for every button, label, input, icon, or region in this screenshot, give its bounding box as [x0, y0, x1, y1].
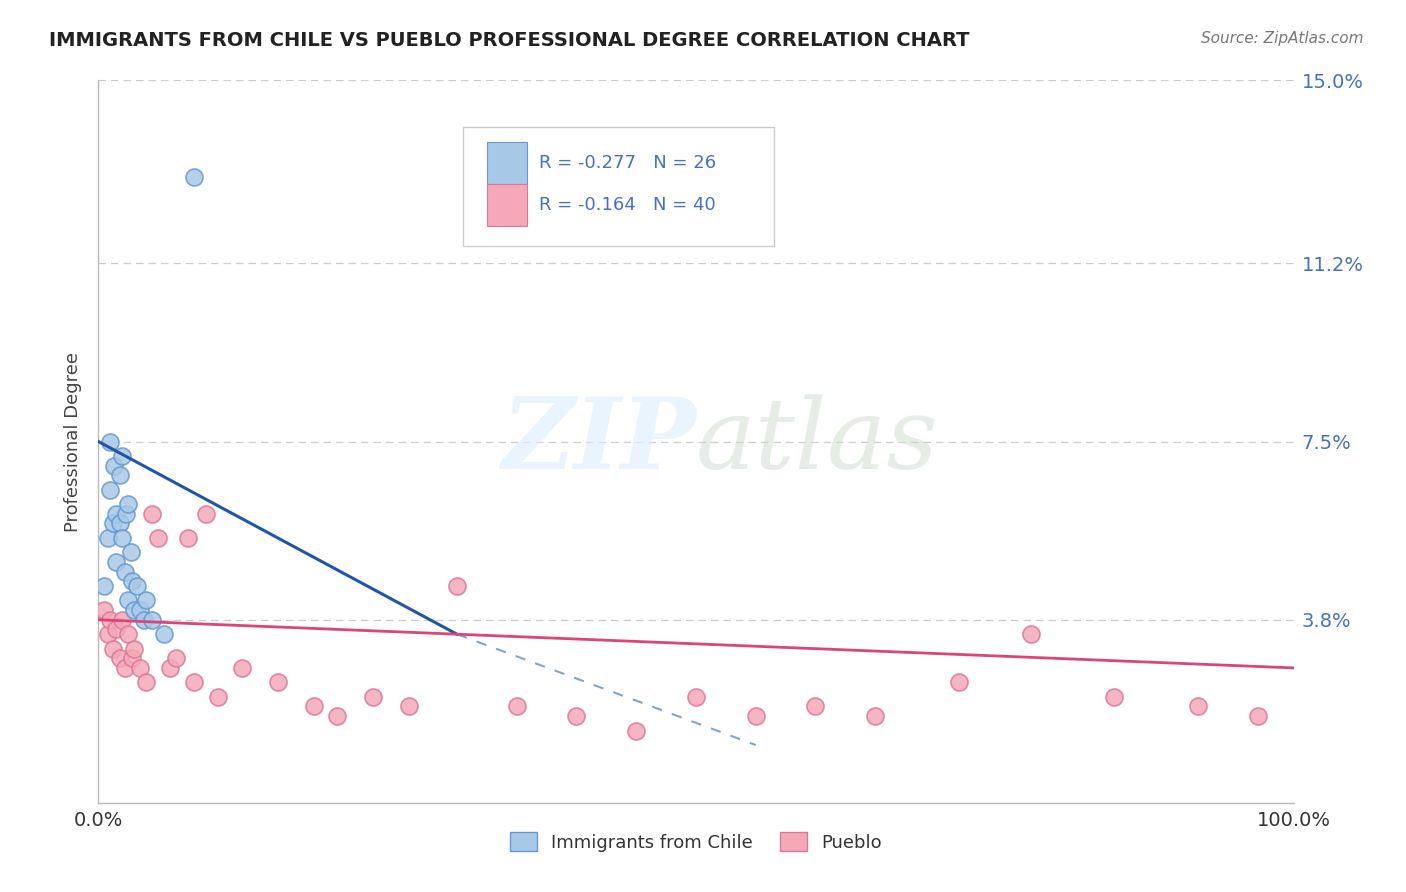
Point [363, 690, 385, 704]
Point [129, 661, 152, 675]
Point [207, 690, 229, 704]
Point [948, 675, 970, 690]
Point [398, 699, 420, 714]
Point [101, 641, 124, 656]
Point [105, 507, 128, 521]
Point [231, 661, 253, 675]
Point [1187, 699, 1209, 714]
Point [153, 627, 176, 641]
Text: R = -0.277   N = 26: R = -0.277 N = 26 [540, 154, 717, 172]
Point [98, 434, 122, 449]
Point [105, 623, 128, 637]
Point [446, 579, 468, 593]
Point [159, 661, 181, 675]
Text: IMMIGRANTS FROM CHILE VS PUEBLO PROFESSIONAL DEGREE CORRELATION CHART: IMMIGRANTS FROM CHILE VS PUEBLO PROFESSI… [49, 31, 970, 50]
Text: Source: ZipAtlas.com: Source: ZipAtlas.com [1201, 31, 1364, 46]
Point [121, 574, 143, 589]
Point [108, 468, 131, 483]
Point [121, 651, 143, 665]
Point [98, 483, 122, 497]
Point [120, 545, 142, 559]
Point [132, 613, 155, 627]
Point [804, 699, 827, 714]
Point [101, 516, 124, 531]
Point [1019, 627, 1042, 641]
Point [103, 458, 125, 473]
Point [117, 497, 139, 511]
Point [125, 579, 148, 593]
Text: R = -0.164   N = 40: R = -0.164 N = 40 [540, 196, 716, 214]
FancyBboxPatch shape [486, 184, 527, 227]
Point [124, 603, 146, 617]
Point [183, 169, 205, 184]
Point [165, 651, 187, 665]
Text: ZIP: ZIP [501, 393, 696, 490]
Legend: Immigrants from Chile, Pueblo: Immigrants from Chile, Pueblo [502, 825, 890, 859]
Point [1247, 709, 1270, 723]
Point [111, 449, 134, 463]
Point [135, 675, 157, 690]
Point [626, 723, 648, 738]
Point [114, 661, 136, 675]
Text: atlas: atlas [696, 394, 939, 489]
Point [183, 675, 205, 690]
Point [97, 531, 120, 545]
Point [105, 555, 128, 569]
Point [124, 641, 146, 656]
Point [93, 603, 115, 617]
Point [148, 531, 170, 545]
Point [745, 709, 768, 723]
Point [565, 709, 588, 723]
Point [506, 699, 529, 714]
Point [115, 507, 138, 521]
Point [98, 613, 122, 627]
Point [195, 507, 218, 521]
Point [267, 675, 290, 690]
Point [111, 531, 134, 545]
FancyBboxPatch shape [486, 142, 527, 185]
Point [135, 593, 157, 607]
Point [97, 627, 120, 641]
Point [129, 603, 152, 617]
Point [108, 651, 131, 665]
Point [111, 613, 134, 627]
Point [1104, 690, 1126, 704]
Point [177, 531, 200, 545]
Point [108, 516, 131, 531]
Point [117, 593, 139, 607]
Point [302, 699, 325, 714]
Point [93, 579, 115, 593]
Point [685, 690, 707, 704]
Point [141, 507, 163, 521]
Point [865, 709, 887, 723]
Point [141, 613, 163, 627]
FancyBboxPatch shape [463, 128, 773, 246]
Y-axis label: Professional Degree: Professional Degree [63, 351, 82, 532]
Point [114, 565, 136, 579]
Point [326, 709, 349, 723]
Point [117, 627, 139, 641]
